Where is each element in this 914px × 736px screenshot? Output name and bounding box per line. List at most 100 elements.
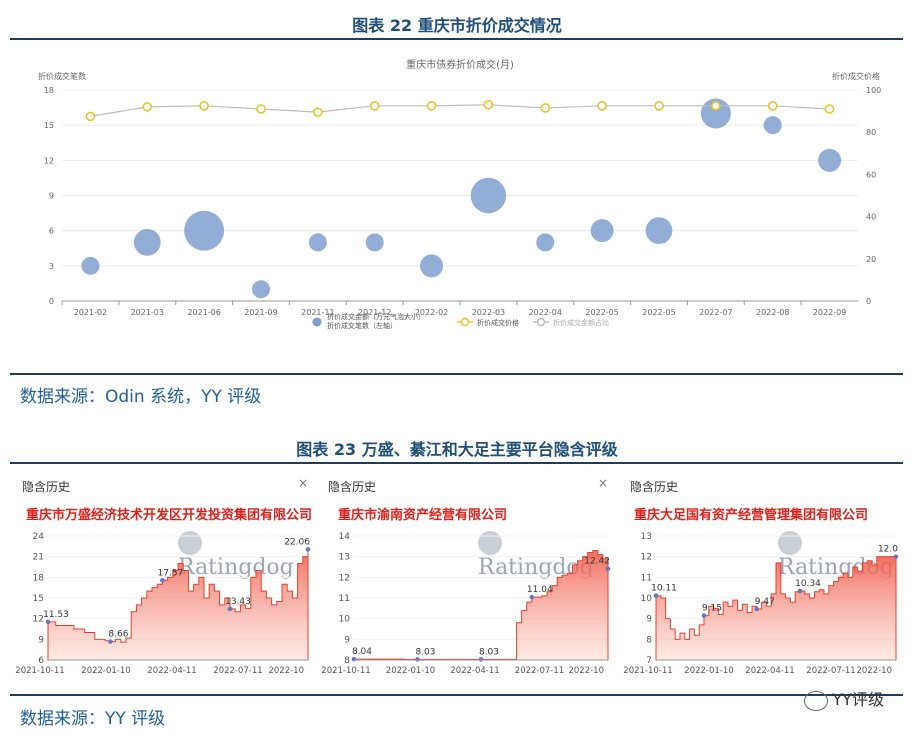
x-tick-label: 2022-08 (756, 308, 789, 317)
x-tick-label: 2022-04-11 (147, 666, 196, 676)
ratingdog-logo-icon (478, 531, 502, 555)
rating-point (305, 547, 311, 552)
company-name: 重庆市渝南资产经营有限公司 (338, 508, 508, 523)
figure-23-source: 数据来源：YY 评级 (20, 709, 166, 729)
legend-ratio-marker (536, 317, 546, 327)
bubble-point (818, 148, 842, 172)
price-point (654, 101, 664, 111)
price-point (824, 104, 835, 114)
y-tick-label: 7 (646, 656, 652, 666)
y-tick-label-right: 20 (866, 255, 876, 264)
legend-bubble-marker (312, 317, 322, 327)
legend-price-marker (460, 317, 470, 327)
x-tick-label: 2021-10-11 (15, 666, 64, 676)
bubble-point (308, 233, 327, 252)
x-tick-label: 2021-10-11 (623, 666, 672, 676)
y-tick-label: 8 (646, 635, 652, 645)
price-point (711, 101, 721, 111)
legend-bubble-label-1: 折价成交金额（万元气泡大小） (327, 312, 425, 321)
company-name: 重庆大足国有资产经营管理集团有限公司 (634, 508, 869, 523)
x-tick-label: 2021-10-11 (321, 666, 370, 676)
rating-point (45, 619, 51, 625)
panel-title: 隐含历史 (328, 480, 377, 494)
rating-area (655, 556, 897, 661)
rating-point (351, 656, 357, 662)
rating-area (47, 549, 309, 661)
x-tick-label: 2022-04 (529, 308, 562, 317)
rating-point (653, 593, 659, 599)
rating-data-label: 17.57 (158, 568, 184, 578)
figure-23-bottom-rule (10, 694, 903, 696)
y-tick-label: 12 (641, 553, 652, 563)
rating-data-label: 8.03 (415, 647, 435, 657)
rating-data-label: 11.53 (43, 610, 69, 620)
rating-panel-yunan: 隐含历史 重庆市渝南资产经营有限公司 Ratingdog × 8 9 10 11 12 1… (318, 468, 616, 690)
rating-point (160, 577, 165, 583)
price-point (256, 104, 266, 114)
y-tick-label-left: 6 (49, 227, 54, 236)
x-tick-label: 2022-10 (268, 666, 304, 676)
y-tick-label-right: 0 (866, 297, 871, 306)
x-tick-label: 2021-03 (131, 308, 164, 317)
y-tick-label: 6 (38, 656, 44, 666)
legend-ratio-label: 折价成交金额占比 (553, 318, 609, 327)
rating-point (893, 554, 899, 559)
y-tick-label-left: 9 (49, 192, 54, 201)
rating-data-label: 9.15 (702, 604, 722, 614)
y-tick-label: 9 (38, 635, 44, 645)
bubble-point (133, 228, 161, 256)
y-tick-label: 18 (33, 573, 45, 583)
price-point (369, 101, 380, 111)
company-name: 重庆市万盛经济技术开发区开发投资集团有限公司 (26, 508, 313, 523)
x-tick-label: 2022-02 (415, 308, 448, 317)
figure-22-bottom-rule (10, 373, 903, 375)
rating-data-label: 12.42 (584, 557, 610, 567)
y-tick-label: 9 (344, 635, 350, 645)
bubble-point (536, 233, 555, 252)
rating-point (701, 613, 707, 618)
rating-panel-dazu: 隐含历史 重庆大足国有资产经营管理集团有限公司 Ratingdog 7 8 9 10 1… (620, 468, 904, 690)
rating-point (478, 657, 484, 662)
y-tick-label: 10 (641, 594, 653, 604)
rating-point (415, 657, 420, 662)
bubble-point (590, 219, 614, 243)
y-tick-label-right: 60 (866, 170, 876, 179)
y-tick-label: 21 (33, 553, 44, 563)
bubble-point (470, 177, 507, 214)
bubble-point (645, 217, 673, 245)
y-tick-label: 11 (339, 594, 350, 604)
x-tick-label: 2021-06 (187, 308, 220, 317)
price-point (483, 99, 494, 110)
rating-point (108, 639, 113, 644)
y-tick-label: 12 (33, 615, 44, 625)
bubble-point (365, 233, 384, 252)
x-tick-label: 2022-01-10 (81, 666, 130, 676)
legend-price-label: 折价成交价格 (477, 318, 519, 327)
price-point (597, 101, 607, 111)
rating-data-label: 9.47 (755, 597, 775, 607)
panel-title: 隐含历史 (630, 480, 679, 494)
rating-area (353, 549, 609, 661)
figure-22-title: 图表 22 重庆市折价成交情况 (352, 16, 562, 35)
bubble-chart: 重庆市债券折价成交(月)折价成交笔数 折价成交价格0369121518020406… (38, 58, 881, 330)
y-tick-label-right: 80 (866, 128, 876, 137)
x-tick-label: 2022-07-11 (806, 666, 855, 676)
y-tick-label-left: 3 (49, 262, 54, 271)
rating-point (227, 606, 233, 612)
price-point (142, 102, 153, 112)
figure-22-source: 数据来源：Odin 系统，YY 评级 (20, 387, 262, 407)
legend-bubble-label-2: 折价成交笔数（左轴） (327, 321, 397, 330)
close-icon[interactable]: × (297, 476, 308, 490)
x-tick-label: 2022-04-11 (745, 666, 794, 676)
x-tick-label: 2021-11 (301, 308, 334, 317)
x-tick-label: 2022-07 (699, 308, 732, 317)
y-tick-label: 8 (344, 656, 350, 666)
bubble-point (184, 210, 225, 251)
price-point (767, 101, 778, 111)
x-tick-label: 2022-01-10 (684, 666, 733, 676)
close-icon[interactable]: × (597, 476, 608, 490)
bubble-point (420, 254, 444, 278)
bubble-point (763, 116, 782, 135)
y-tick-label-left: 12 (44, 156, 54, 165)
y-tick-label-left: 15 (44, 121, 54, 130)
